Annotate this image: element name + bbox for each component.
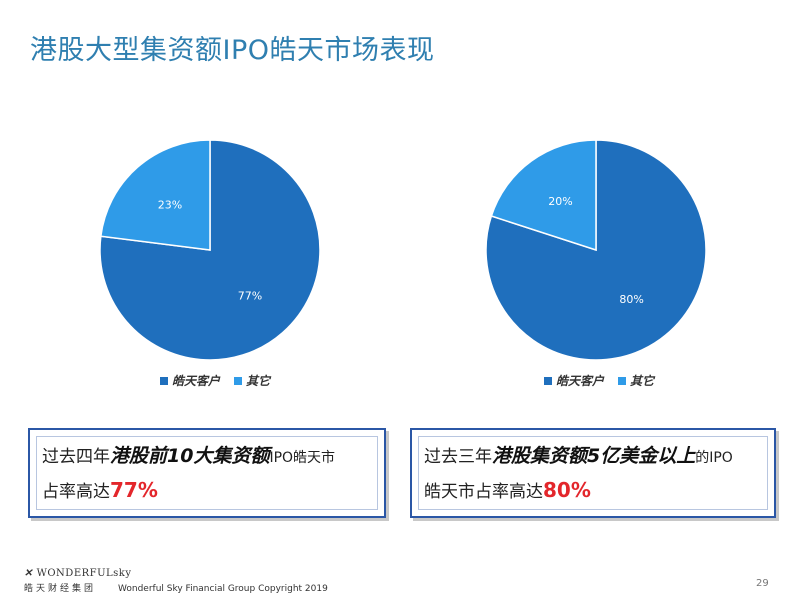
pie-chart-1: 77% 23% (60, 120, 360, 405)
pie-slice-2-label: 20% (548, 195, 572, 208)
callout-2-part4: 皓天市占率高达 (424, 482, 543, 502)
logo-brand-text: ✕ WONDERFULsky (24, 568, 132, 579)
callout-1-part3: IPO皓天市 (269, 450, 336, 466)
pie-slice-1-label: 77% (238, 289, 262, 302)
callout-1-part1: 过去四年 (42, 447, 110, 467)
company-logo: ✕ WONDERFULsky 皓天财经集团 (24, 568, 132, 594)
legend-item-2: 其它 (234, 372, 270, 389)
legend-label-1: 皓天客户 (172, 374, 221, 388)
pie-slice-2 (490, 139, 597, 252)
callout-text-2: 过去三年港股集资额5亿美金以上的IPO 皓天市占率高达80% (424, 440, 766, 508)
legend-label-2: 其它 (630, 374, 655, 388)
pie-chart-1-legend: 皓天客户 其它 (160, 372, 270, 389)
pie-chart-2-legend: 皓天客户 其它 (544, 372, 654, 389)
callout-box-1: 过去四年港股前10大集资额IPO皓天市 占率高达77% (28, 428, 386, 518)
legend-item-1: 皓天客户 (160, 372, 220, 389)
callout-1-part4: 占率高达 (42, 482, 110, 502)
legend-label-1: 皓天客户 (556, 374, 605, 388)
pie-slice-2 (100, 139, 211, 251)
pie-chart-2: 80% 20% (446, 120, 746, 405)
pie-chart-2-svg: 80% 20% (485, 139, 707, 361)
callout-2-percent: 80% (543, 478, 591, 502)
callout-1-emphasis: 港股前10大集资额 (110, 445, 270, 467)
legend-label-2: 其它 (246, 374, 271, 388)
legend-swatch-2 (618, 376, 627, 385)
pie-slice-2-label: 23% (158, 199, 182, 212)
logo-brand-cn: 皓天财经集团 (24, 584, 97, 594)
footer-copyright: Wonderful Sky Financial Group Copyright … (118, 584, 328, 594)
callout-1-percent: 77% (110, 478, 158, 502)
logo-brand: WONDERFULsky (36, 568, 132, 579)
legend-swatch-1 (544, 376, 552, 385)
legend-item-2: 其它 (618, 372, 654, 389)
page-title: 港股大型集资额IPO皓天市场表现 (30, 35, 435, 66)
callout-2-part1: 过去三年 (424, 447, 492, 467)
legend-swatch-2 (234, 376, 243, 385)
callout-box-2: 过去三年港股集资额5亿美金以上的IPO 皓天市占率高达80% (410, 428, 776, 518)
legend-item-1: 皓天客户 (544, 372, 604, 389)
legend-swatch-1 (160, 376, 168, 385)
pie-slice-1-label: 80% (619, 293, 643, 306)
callout-inner-border-2 (418, 436, 768, 510)
callout-2-emphasis: 港股集资额5亿美金以上 (492, 445, 696, 467)
callout-2-part3: 的IPO (695, 450, 733, 466)
page-number: 29 (756, 578, 769, 589)
pie-chart-1-svg: 77% 23% (99, 139, 321, 361)
callout-inner-border-1 (36, 436, 378, 510)
callout-text-1: 过去四年港股前10大集资额IPO皓天市 占率高达77% (42, 440, 376, 508)
